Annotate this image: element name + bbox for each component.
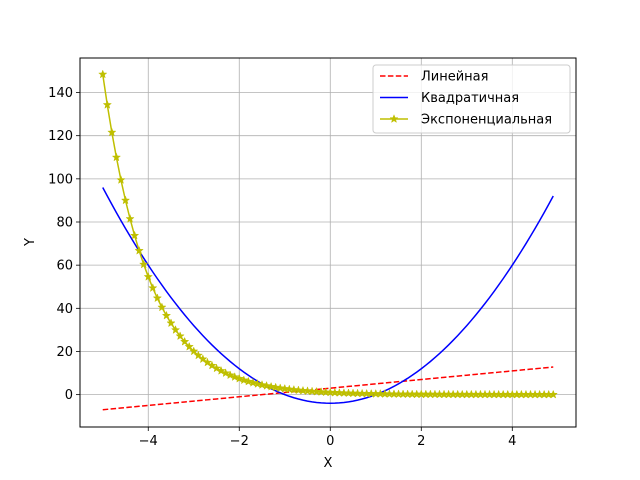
- data-point: [248, 377, 258, 387]
- data-point: [548, 389, 558, 399]
- data-point: [129, 230, 140, 240]
- data-point: [184, 341, 194, 351]
- data-point: [293, 385, 304, 395]
- x-tick-label: −4: [139, 434, 158, 449]
- data-point: [271, 382, 281, 392]
- data-point: [175, 331, 185, 341]
- legend-item: Экспоненциальная: [380, 113, 552, 128]
- data-point: [239, 375, 249, 385]
- legend-label: Квадратичная: [421, 91, 519, 106]
- data-point: [120, 195, 131, 205]
- plot-area-frame: [79, 57, 577, 428]
- data-point: [139, 259, 149, 269]
- legend-label: Линейная: [421, 70, 488, 85]
- data-point: [230, 372, 240, 381]
- data-point: [280, 383, 290, 393]
- data-point: [161, 310, 172, 320]
- y-tick-label: 20: [56, 345, 73, 360]
- y-tick-label: 60: [56, 259, 73, 274]
- data-point: [234, 373, 244, 383]
- x-tick-label: −2: [230, 434, 249, 449]
- data-point: [98, 69, 108, 79]
- legend: Линейная Квадратичная Экспоненциальная: [372, 64, 571, 134]
- data-point: [202, 357, 213, 367]
- data-point: [179, 336, 190, 346]
- data-point: [275, 383, 285, 393]
- x-tick-label: 0: [326, 434, 334, 449]
- y-axis-label: Y: [23, 238, 38, 247]
- data-point: [107, 127, 117, 137]
- data-point: [211, 363, 222, 373]
- series-line: [102, 366, 554, 411]
- x-tick-label: 4: [508, 434, 516, 449]
- y-tick-label: 80: [56, 216, 73, 231]
- data-point: [198, 354, 208, 364]
- data-point: [216, 365, 226, 375]
- data-point: [102, 99, 112, 109]
- series-1: [102, 366, 554, 411]
- data-point: [193, 350, 203, 360]
- legend-item: Линейная: [380, 70, 488, 85]
- legend-item: Квадратичная: [380, 91, 519, 106]
- y-tick-label: 100: [48, 172, 73, 187]
- data-point: [298, 385, 308, 395]
- x-tick-label: 2: [417, 434, 425, 449]
- legend-label: Экспоненциальная: [421, 113, 552, 128]
- data-point: [166, 318, 176, 328]
- data-point: [207, 360, 217, 370]
- series-2: [102, 187, 554, 405]
- data-point: [152, 293, 163, 303]
- data-point: [220, 368, 231, 378]
- data-point: [261, 380, 272, 390]
- data-point: [243, 376, 254, 386]
- data-point: [134, 245, 144, 255]
- data-point: [225, 370, 235, 380]
- data-point: [289, 384, 299, 394]
- data-point: [257, 380, 267, 389]
- series-line: [102, 187, 554, 405]
- x-axis-label: X: [324, 456, 333, 471]
- data-point: [125, 213, 135, 223]
- series-layer: [98, 69, 558, 411]
- data-point: [189, 346, 199, 356]
- y-tick-label: 40: [56, 302, 73, 317]
- y-tick-label: 0: [65, 388, 73, 403]
- series-3: [98, 69, 558, 399]
- legend-marker: [389, 114, 399, 123]
- data-point: [148, 283, 158, 292]
- legend-box: [372, 64, 571, 134]
- data-point: [111, 152, 122, 162]
- data-point: [252, 379, 263, 388]
- data-point: [170, 325, 181, 334]
- data-point: [157, 302, 167, 312]
- y-tick-label: 120: [48, 129, 73, 144]
- data-point: [284, 384, 295, 394]
- data-point: [143, 271, 153, 281]
- data-point: [302, 386, 313, 396]
- data-point: [116, 175, 126, 184]
- y-tick-label: 140: [48, 86, 73, 101]
- data-point: [266, 381, 276, 391]
